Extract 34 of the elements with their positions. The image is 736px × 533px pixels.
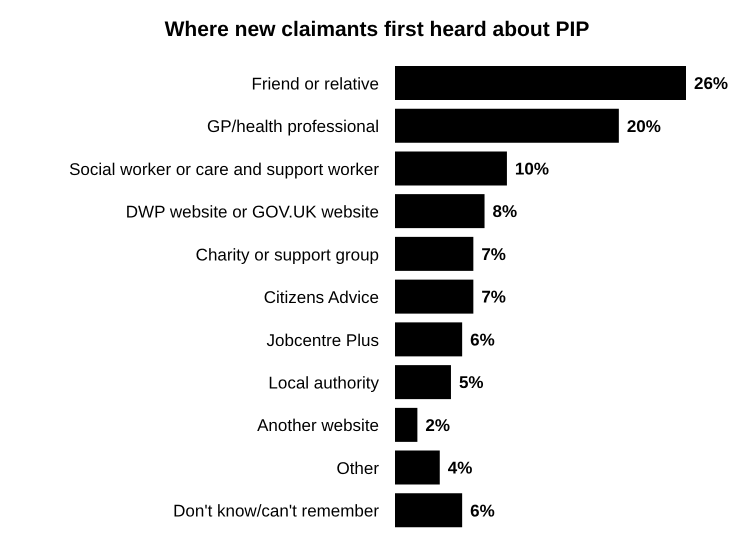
bar bbox=[395, 408, 418, 442]
bar bbox=[395, 365, 451, 400]
bar bbox=[395, 493, 462, 528]
data-label: 7% bbox=[481, 288, 506, 307]
data-label: 6% bbox=[470, 501, 495, 520]
data-label: 4% bbox=[448, 458, 472, 478]
y-tick-label: Friend or relative bbox=[251, 74, 379, 94]
data-label: 26% bbox=[694, 74, 728, 94]
bar bbox=[395, 108, 619, 143]
bar bbox=[395, 194, 485, 228]
data-label: 7% bbox=[481, 244, 506, 264]
y-tick-label: Local authority bbox=[268, 373, 380, 392]
y-tick-label: DWP website or GOV.UK website bbox=[126, 202, 379, 222]
y-tick-label: Citizens Advice bbox=[264, 288, 379, 308]
data-label: 5% bbox=[458, 373, 484, 392]
data-label: 8% bbox=[492, 202, 518, 222]
bar bbox=[395, 236, 474, 271]
y-tick-label: Other bbox=[336, 458, 380, 478]
bar bbox=[395, 322, 462, 356]
y-tick-label: Charity or support group bbox=[196, 245, 379, 264]
bar bbox=[395, 151, 507, 186]
y-tick-label: Another website bbox=[257, 416, 379, 436]
y-tick-label: GP/health professional bbox=[207, 117, 379, 136]
data-label: 2% bbox=[425, 416, 450, 435]
data-label: 20% bbox=[626, 116, 661, 136]
chart-title: Where new claimants first heard about PIP bbox=[164, 17, 590, 43]
bar bbox=[395, 280, 474, 314]
y-tick-label: Social worker or care and support worker bbox=[69, 160, 380, 179]
bar bbox=[395, 66, 686, 100]
data-label: 6% bbox=[470, 330, 495, 350]
y-tick-label: Don't know/can't remember bbox=[173, 502, 380, 521]
bar bbox=[395, 450, 440, 485]
y-tick-label: Jobcentre Plus bbox=[266, 330, 379, 350]
data-label: 10% bbox=[514, 159, 549, 178]
